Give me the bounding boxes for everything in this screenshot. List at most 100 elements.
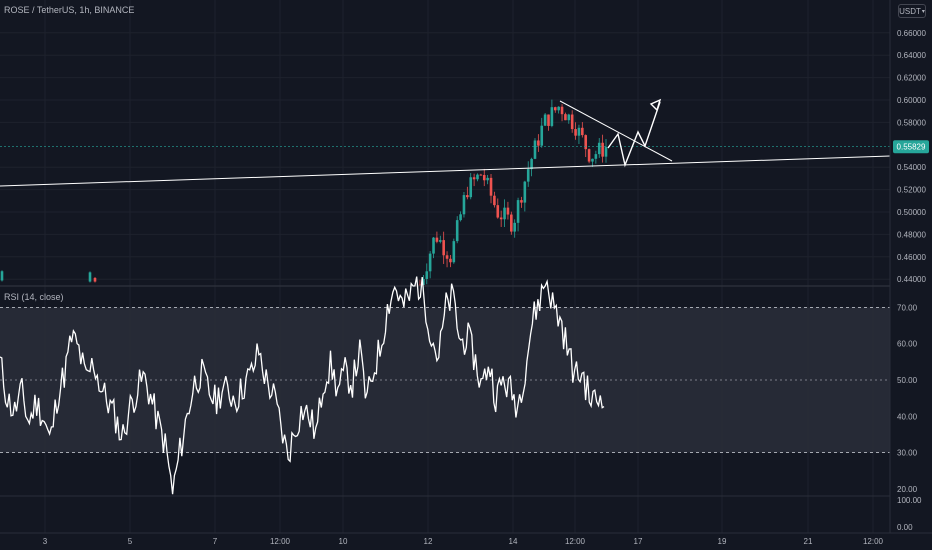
time-tick-label: 10 bbox=[339, 537, 348, 546]
candle bbox=[520, 196, 523, 208]
candle bbox=[445, 251, 449, 268]
time-tick-label: 21 bbox=[804, 537, 813, 546]
time-tick-label: 12:00 bbox=[565, 537, 586, 546]
projection-path[interactable] bbox=[607, 101, 661, 168]
sub-tick-label: 100.00 bbox=[897, 496, 922, 505]
candle bbox=[530, 157, 533, 177]
candle bbox=[499, 210, 503, 227]
candle bbox=[479, 173, 483, 176]
candle bbox=[462, 191, 466, 218]
candles bbox=[0, 99, 608, 290]
rsi-indicator-label[interactable]: RSI (14, close) bbox=[4, 292, 64, 302]
price-tick-label: 0.60000 bbox=[897, 96, 926, 105]
candle bbox=[547, 114, 550, 131]
trendline-resistance[interactable] bbox=[559, 100, 673, 162]
candle bbox=[584, 134, 588, 158]
candle bbox=[543, 113, 547, 127]
rsi-tick-label: 40.00 bbox=[897, 412, 918, 421]
rsi-axis[interactable]: 70.00 60.00 50.00 40.00 30.00 20.00 bbox=[897, 303, 918, 494]
candle bbox=[496, 198, 500, 219]
price-tick-label: 0.66000 bbox=[897, 29, 926, 38]
candle bbox=[432, 236, 435, 259]
candle bbox=[489, 173, 493, 204]
candle bbox=[550, 99, 554, 128]
price-tick-label: 0.58000 bbox=[897, 118, 926, 127]
candle bbox=[570, 110, 574, 133]
price-tick-label: 0.48000 bbox=[897, 230, 926, 239]
candle bbox=[601, 134, 604, 163]
trendline-support[interactable] bbox=[0, 155, 891, 187]
candle bbox=[442, 231, 445, 264]
candle bbox=[597, 138, 601, 158]
candle bbox=[469, 173, 473, 200]
time-tick-label: 7 bbox=[213, 537, 218, 546]
last-price-label: 0.55829 bbox=[897, 143, 926, 152]
time-tick-label: 17 bbox=[634, 537, 643, 546]
candle bbox=[533, 138, 537, 160]
time-tick-label: 19 bbox=[718, 537, 727, 546]
candle bbox=[93, 276, 97, 283]
sub-axis[interactable]: 100.00 0.00 bbox=[897, 496, 922, 532]
time-tick-label: 12:00 bbox=[863, 537, 884, 546]
rsi-tick-label: 70.00 bbox=[897, 303, 918, 312]
candle bbox=[506, 201, 510, 220]
price-tick-label: 0.62000 bbox=[897, 74, 926, 83]
rsi-line bbox=[0, 276, 605, 495]
last-price-tag: 0.55829 bbox=[893, 140, 929, 154]
candle bbox=[493, 191, 496, 208]
candle bbox=[503, 199, 506, 227]
candle bbox=[472, 173, 476, 187]
candle bbox=[466, 186, 469, 200]
price-tick-label: 0.64000 bbox=[897, 51, 926, 60]
drawings[interactable] bbox=[0, 98, 891, 187]
rsi-tick-label: 50.00 bbox=[897, 376, 918, 385]
candle bbox=[553, 106, 557, 113]
price-pane[interactable] bbox=[0, 98, 891, 290]
candle bbox=[537, 134, 540, 152]
candle bbox=[435, 231, 439, 244]
candle bbox=[540, 117, 544, 148]
candle bbox=[557, 106, 560, 114]
price-tick-label: 0.54000 bbox=[897, 163, 926, 172]
candle bbox=[523, 180, 527, 212]
candle bbox=[594, 150, 598, 164]
time-tick-label: 3 bbox=[43, 537, 48, 546]
candle bbox=[482, 168, 486, 187]
candle bbox=[577, 124, 581, 145]
candle bbox=[476, 173, 479, 182]
candle bbox=[581, 122, 584, 138]
candle bbox=[516, 197, 520, 232]
candle bbox=[455, 216, 459, 244]
candle bbox=[510, 211, 513, 235]
time-tick-label: 12 bbox=[424, 537, 433, 546]
candle bbox=[560, 104, 564, 122]
time-axis[interactable]: 3 5 7 12:00 10 12 14 12:00 17 19 21 12:00 bbox=[43, 537, 884, 546]
candle bbox=[425, 263, 429, 285]
candle bbox=[564, 112, 567, 121]
candle bbox=[526, 161, 530, 187]
projection-arrowhead bbox=[649, 98, 662, 112]
time-tick-label: 5 bbox=[128, 537, 133, 546]
sub-tick-label: 0.00 bbox=[897, 523, 913, 532]
price-tick-label: 0.44000 bbox=[897, 275, 926, 284]
time-tick-label: 14 bbox=[509, 537, 518, 546]
candle bbox=[438, 235, 442, 244]
candle bbox=[604, 138, 608, 163]
rsi-tick-label: 60.00 bbox=[897, 340, 918, 349]
chevron-down-icon: ▾ bbox=[921, 8, 925, 15]
candle bbox=[449, 254, 452, 268]
time-tick-label: 12:00 bbox=[270, 537, 291, 546]
candle bbox=[0, 270, 4, 282]
candle bbox=[587, 148, 591, 164]
currency-unit-button[interactable]: USDT ▾ bbox=[898, 4, 926, 18]
candle bbox=[486, 174, 489, 185]
rsi-tick-label: 20.00 bbox=[897, 485, 918, 494]
price-tick-label: 0.50000 bbox=[897, 208, 926, 217]
price-axis[interactable]: 0.66000 0.64000 0.62000 0.60000 0.58000 0.540… bbox=[897, 29, 926, 284]
rsi-pane[interactable] bbox=[0, 276, 890, 495]
candle bbox=[428, 251, 432, 279]
candle bbox=[452, 238, 456, 264]
candle bbox=[88, 271, 92, 283]
candle bbox=[567, 113, 571, 124]
